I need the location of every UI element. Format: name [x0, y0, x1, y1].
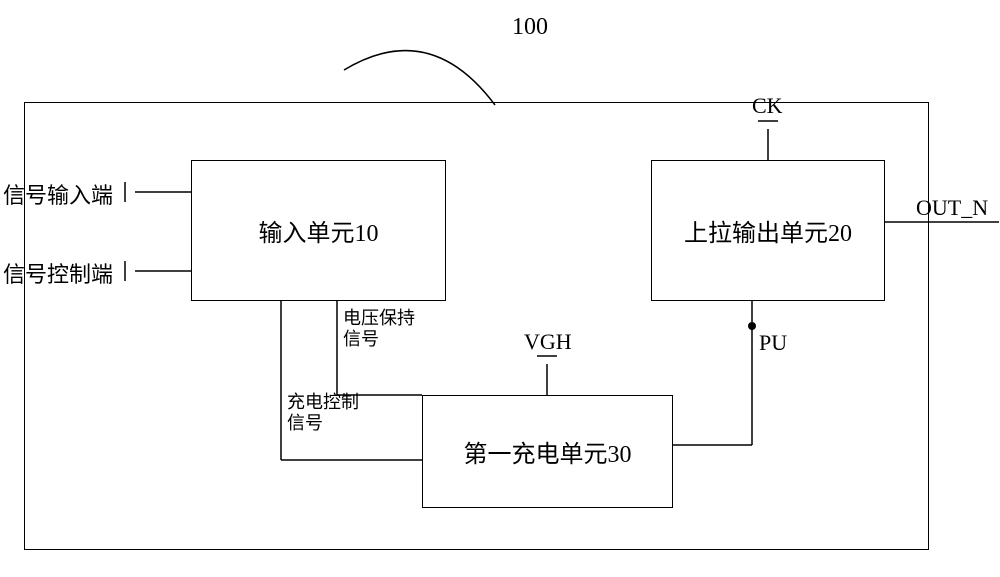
label-ref-100: 100 — [512, 14, 548, 41]
node-pu-junction — [748, 322, 756, 330]
label-vgh: VGH — [524, 329, 572, 355]
label-signal-input: 信号输入端 — [3, 178, 113, 210]
leader-arc-100 — [344, 51, 495, 105]
wiring-layer — [0, 0, 1000, 577]
label-charge-control-signal: 充电控制信号 — [287, 392, 367, 433]
label-voltage-hold-signal: 电压保持信号 — [343, 308, 423, 349]
label-out-n: OUT_N — [916, 195, 988, 221]
label-ck: CK — [752, 93, 783, 119]
label-pu: PU — [759, 330, 787, 356]
diagram-canvas: 输入单元10 上拉输出单元20 第一充电单元30 — [0, 0, 1000, 577]
label-signal-control: 信号控制端 — [3, 257, 113, 289]
